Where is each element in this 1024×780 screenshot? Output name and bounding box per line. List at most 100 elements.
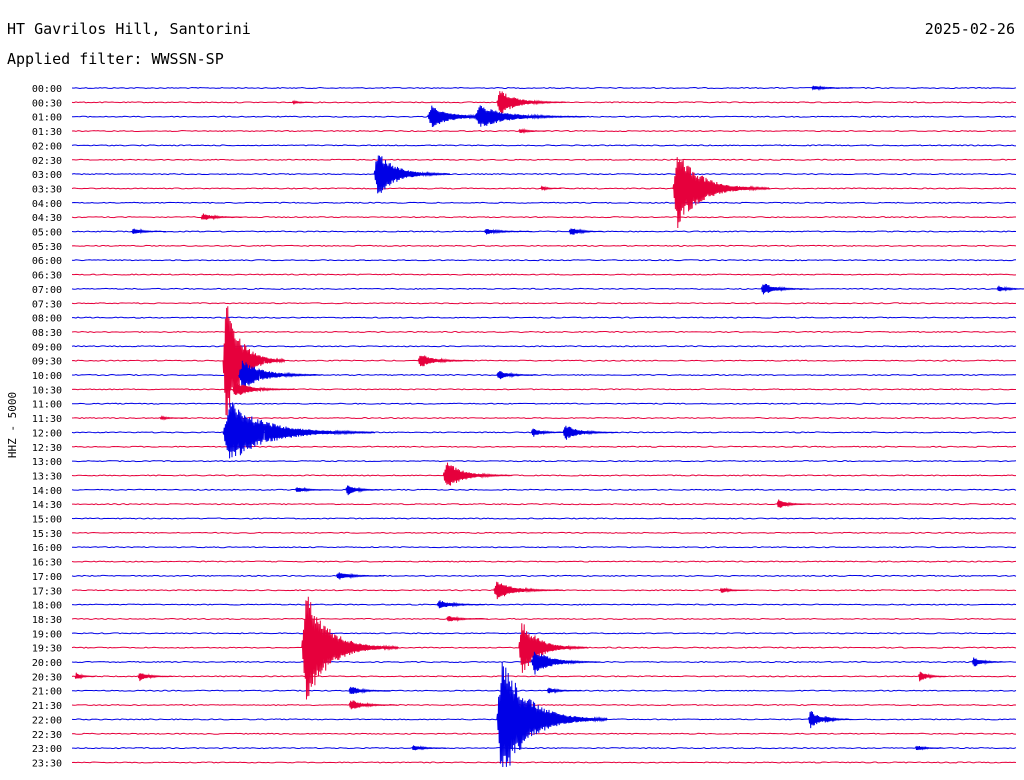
row-label-0300: 03:00: [32, 170, 62, 181]
event-42: [546, 687, 582, 694]
event-24: [442, 462, 513, 486]
event-32: [436, 600, 486, 609]
trace-2130: [71, 704, 1017, 707]
row-label-0430: 04:30: [32, 213, 62, 224]
trace-1700: [71, 574, 1017, 577]
trace-1530: [71, 531, 1017, 534]
row-label-0000: 00:00: [32, 84, 62, 95]
trace-1300: [71, 460, 1017, 463]
event-33: [446, 615, 488, 623]
trace-1000: [71, 373, 1017, 377]
event-7: [540, 185, 562, 192]
trace-0900: [71, 345, 1017, 348]
row-label-1700: 17:00: [32, 572, 62, 583]
event-15: [222, 306, 286, 416]
event-5: [518, 127, 547, 134]
row-label-1230: 12:30: [32, 443, 62, 454]
event-29: [335, 572, 385, 580]
trace-2330: [71, 761, 1017, 764]
trace-0200: [71, 144, 1017, 147]
row-label-2330: 23:30: [32, 758, 62, 769]
event-12: [568, 228, 604, 235]
trace-0830: [71, 330, 1017, 333]
row-label-0130: 01:30: [32, 127, 62, 138]
event-38: [137, 673, 173, 682]
row-label-0400: 04:00: [32, 199, 62, 210]
trace-2300: [71, 747, 1017, 750]
row-label-0030: 00:30: [32, 98, 62, 109]
row-label-1200: 12:00: [32, 428, 62, 439]
row-label-1100: 11:00: [32, 400, 62, 411]
row-label-2030: 20:30: [32, 672, 62, 683]
event-19: [232, 383, 295, 395]
event-2: [496, 91, 566, 115]
event-30: [493, 581, 563, 600]
event-47: [411, 745, 447, 751]
event-40: [918, 671, 947, 682]
event-36: [530, 651, 601, 675]
event-27: [776, 499, 812, 508]
row-label-0630: 06:30: [32, 271, 62, 282]
trace-0730: [71, 302, 1017, 305]
trace-1430: [71, 503, 1017, 506]
row-label-1900: 19:00: [32, 629, 62, 640]
trace-1630: [71, 560, 1017, 563]
trace-1230: [71, 445, 1017, 448]
y-axis-label: HHZ - 5000: [6, 392, 19, 458]
trace-0000: [71, 86, 1017, 90]
trace-1330: [71, 474, 1017, 477]
trace-0530: [71, 244, 1017, 247]
trace-0800: [71, 316, 1017, 319]
event-6: [373, 155, 451, 194]
row-label-0830: 08:30: [32, 328, 62, 339]
trace-0600: [71, 259, 1017, 262]
trace-1600: [71, 546, 1017, 549]
row-label-2230: 22:30: [32, 730, 62, 741]
event-43: [348, 700, 398, 710]
row-label-2300: 23:00: [32, 744, 62, 755]
row-label-0800: 08:00: [32, 314, 62, 325]
row-label-1430: 14:30: [32, 500, 62, 511]
event-39: [74, 672, 96, 680]
event-9: [200, 213, 243, 221]
row-label-0900: 09:00: [32, 342, 62, 353]
event-21: [222, 402, 376, 459]
row-label-0930: 09:30: [32, 357, 62, 368]
event-4: [474, 105, 586, 127]
row-label-0500: 05:00: [32, 228, 62, 239]
event-41: [348, 686, 391, 695]
trace-0500: [71, 230, 1017, 233]
event-26: [345, 485, 381, 496]
trace-0300: [71, 173, 1017, 176]
event-11: [483, 228, 533, 235]
event-31: [719, 587, 748, 593]
event-14: [996, 285, 1024, 292]
row-label-0330: 03:30: [32, 184, 62, 195]
row-label-1130: 11:30: [32, 414, 62, 425]
row-label-2100: 21:00: [32, 687, 62, 698]
trace-1030: [71, 388, 1017, 391]
event-48: [914, 745, 943, 751]
event-0: [811, 85, 853, 91]
event-17: [238, 360, 322, 387]
row-label-1930: 19:30: [32, 644, 62, 655]
row-label-1800: 18:00: [32, 601, 62, 612]
row-label-0530: 05:30: [32, 242, 62, 253]
trace-1500: [71, 517, 1017, 520]
trace-0930: [71, 359, 1017, 362]
event-18: [496, 370, 539, 380]
row-label-0200: 02:00: [32, 141, 62, 152]
event-44: [496, 661, 608, 768]
trace-rows: 00:00 00:30 01:00 01:30 02:00 02:30 03:00 03:30…: [32, 84, 1024, 769]
row-label-1000: 10:00: [32, 371, 62, 382]
date-label: 2025-02-26: [924, 20, 1015, 38]
event-1: [291, 99, 313, 105]
event-10: [131, 228, 167, 235]
row-label-2000: 20:00: [32, 658, 62, 669]
trace-2030: [71, 675, 1017, 678]
event-37: [971, 657, 1007, 667]
row-label-2130: 21:30: [32, 701, 62, 712]
trace-0630: [71, 273, 1017, 276]
trace-1130: [71, 417, 1017, 420]
